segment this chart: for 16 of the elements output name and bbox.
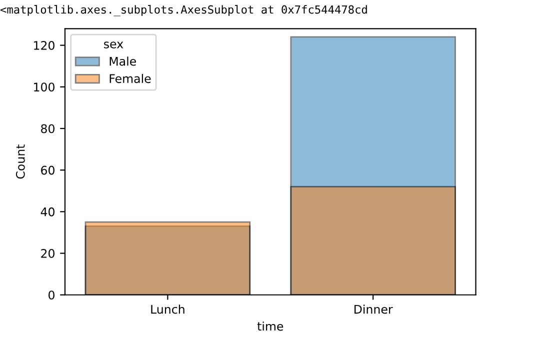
x-tick-label: Lunch xyxy=(151,304,184,314)
x-tick-label: Dinner xyxy=(354,304,393,314)
y-tick-label: 20 xyxy=(41,249,54,258)
y-tick-label: 0 xyxy=(48,290,54,300)
y-tick-label: 40 xyxy=(40,207,54,216)
y-tick-label: 100 xyxy=(34,82,54,92)
legend-title: sex xyxy=(104,42,124,48)
bar xyxy=(290,186,456,295)
legend-label: Male xyxy=(110,56,136,66)
y-tick-label: 120 xyxy=(34,41,54,50)
legend-label: Female xyxy=(110,74,151,84)
text: <matplotlib.axes._subplots.AxesSubplot at 0x7fc544478cd xyxy=(0,5,367,16)
y-axis-title: Count xyxy=(16,144,25,179)
x-axis-title: time xyxy=(257,322,284,331)
y-tick-label: 60 xyxy=(41,166,54,175)
y-tick-label: 80 xyxy=(41,124,54,134)
